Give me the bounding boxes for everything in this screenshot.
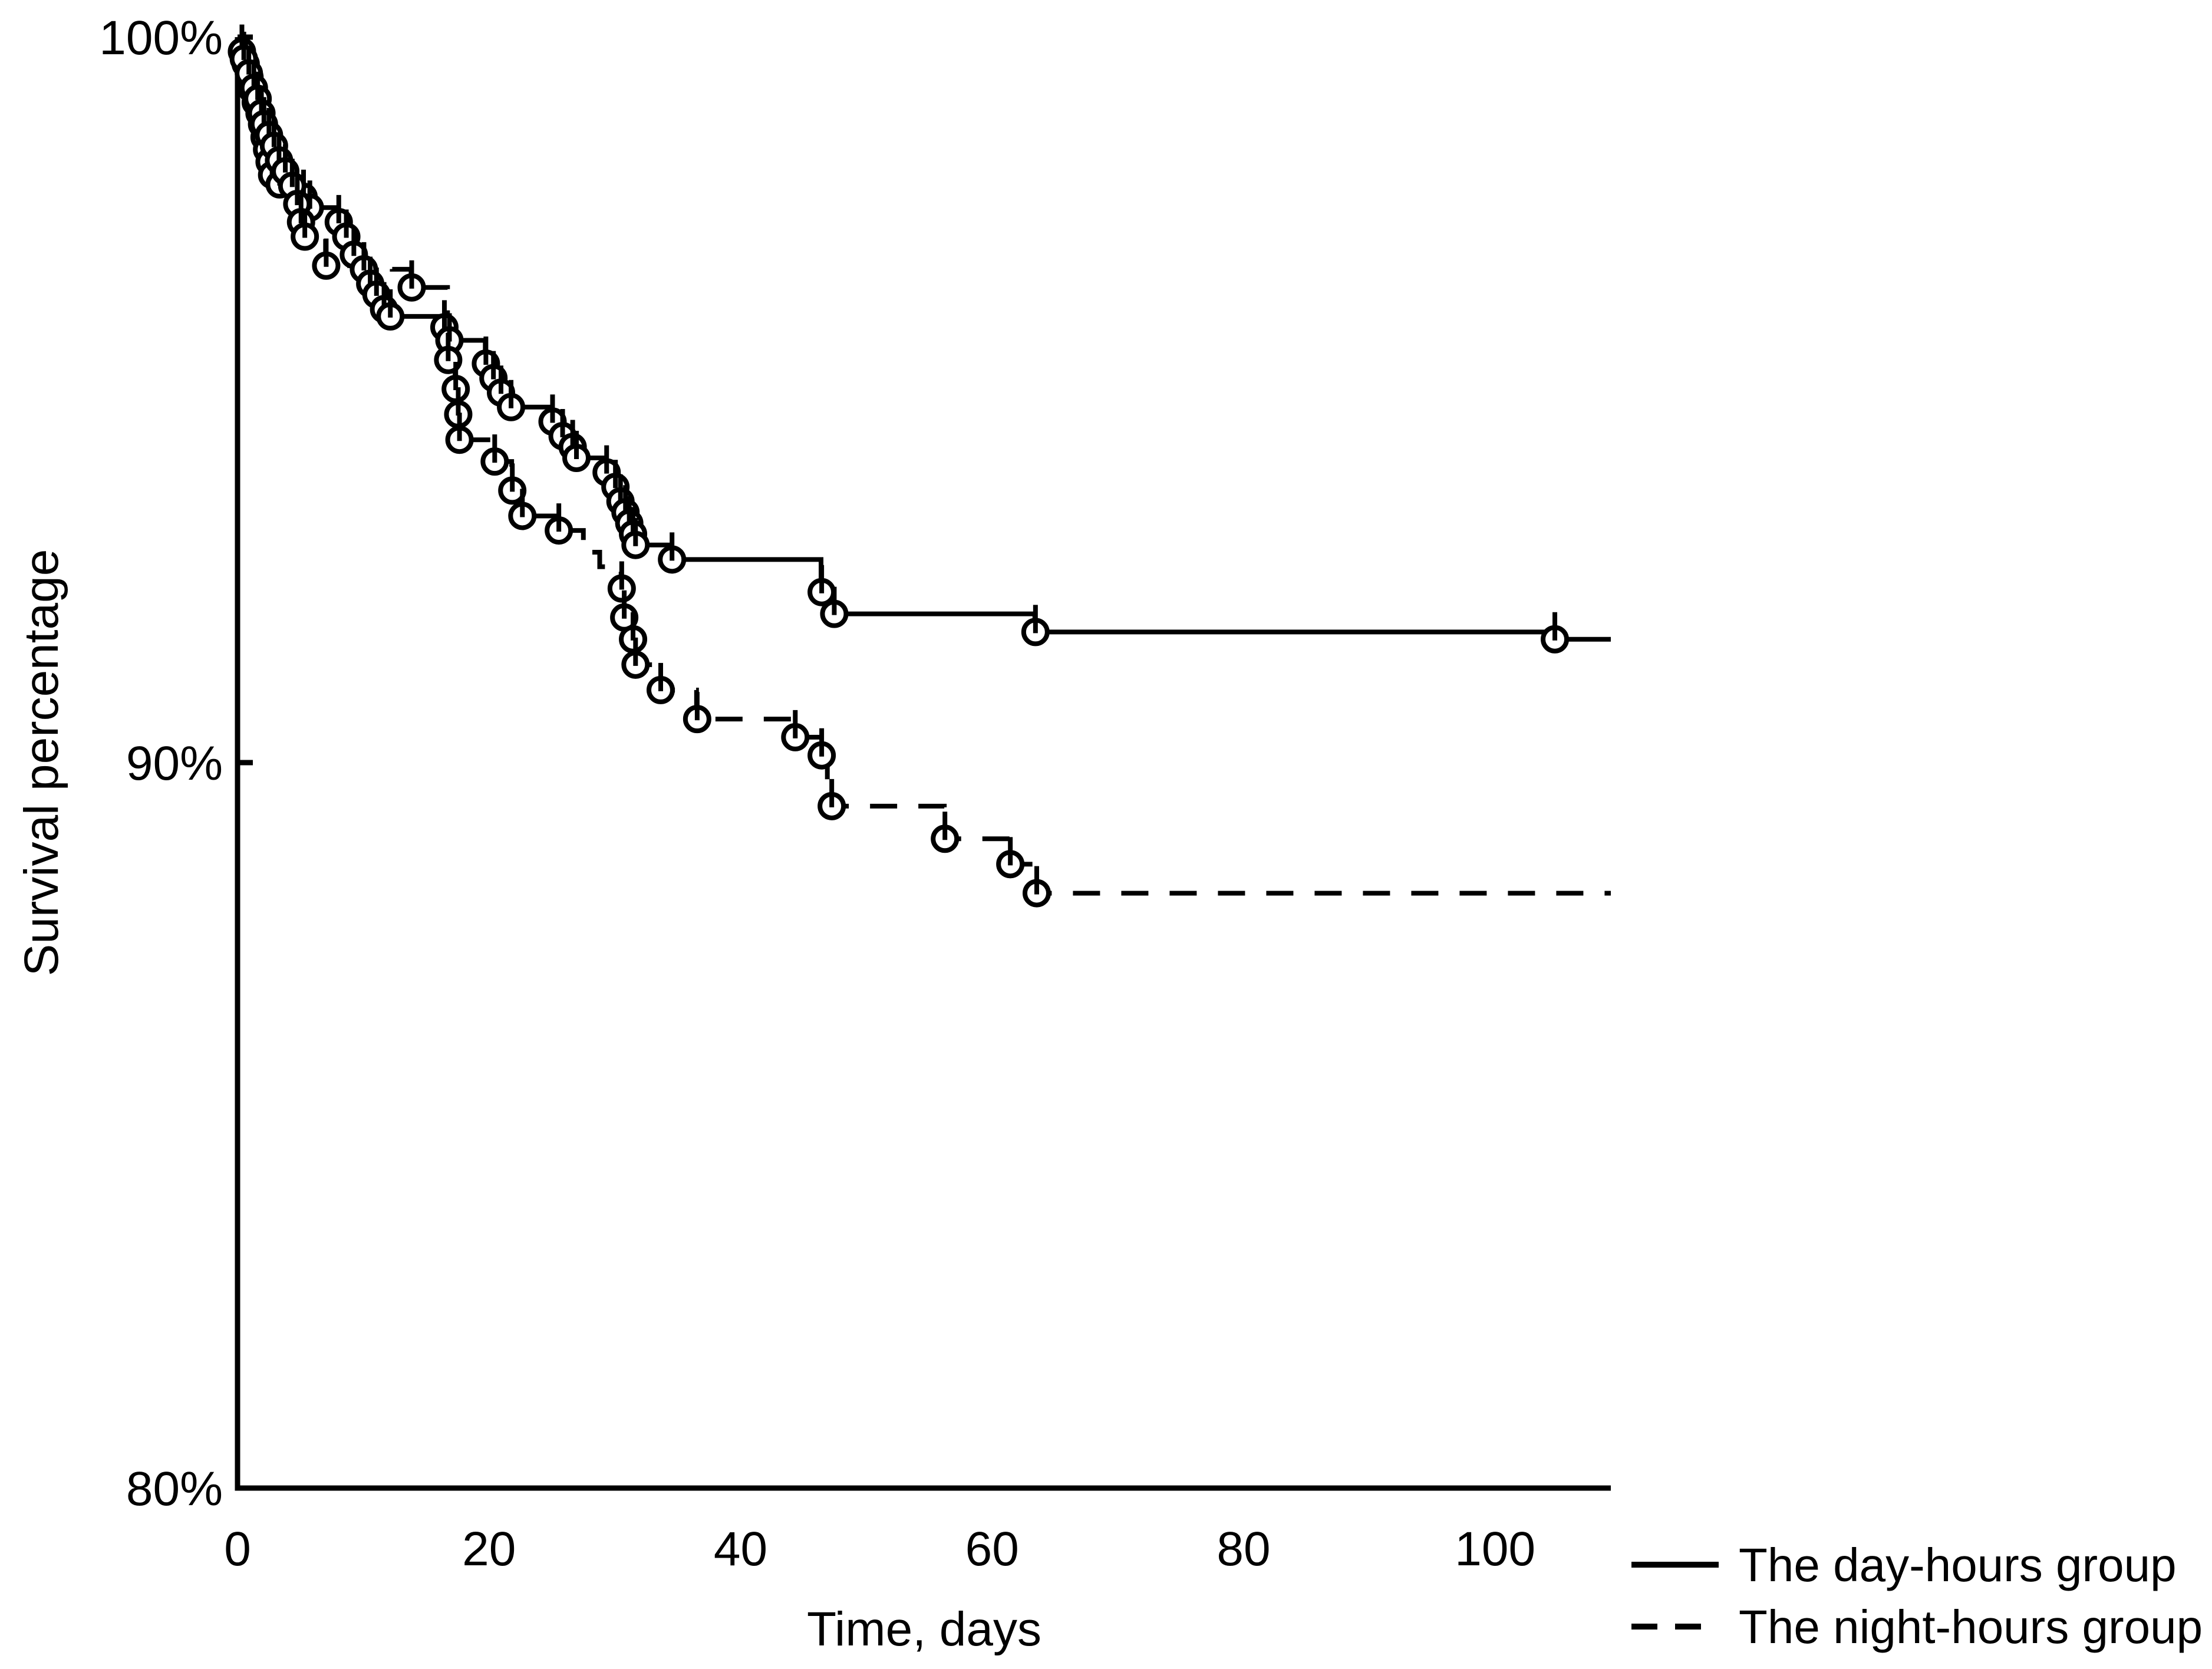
x-tick-label: 100 — [1455, 1522, 1535, 1576]
y-tick-label-100: 100% — [99, 11, 223, 65]
y-tick-label-90: 90% — [126, 737, 223, 790]
censor-marks — [228, 24, 1570, 908]
axes — [235, 34, 1611, 1491]
x-tick-label: 40 — [714, 1522, 767, 1576]
x-tick-labels: 0 20 40 60 80 100 — [224, 1522, 1535, 1576]
censor-marks-night-hours — [229, 31, 1051, 908]
legend-label-night-hours: The night-hours group — [1739, 1601, 2203, 1653]
censor-marks-day-hours — [228, 24, 1570, 654]
y-axis-title: Survival percentage — [15, 549, 68, 977]
legend-label-day-hours: The day-hours group — [1739, 1539, 2177, 1591]
y-tick-labels: 100% 90% 80% — [99, 11, 223, 1516]
survival-curve-night-hours — [238, 35, 1611, 896]
legend-item-night-hours: The night-hours group — [1631, 1601, 2203, 1653]
survival-curves — [238, 35, 1611, 896]
y-tick-label-80: 80% — [126, 1462, 223, 1516]
legend-item-day-hours: The day-hours group — [1631, 1539, 2177, 1591]
x-tick-label: 0 — [224, 1522, 251, 1576]
x-tick-label: 20 — [462, 1522, 516, 1576]
x-axis-title: Time, days — [807, 1602, 1041, 1656]
legend: The day-hours group The night-hours grou… — [1631, 1539, 2203, 1653]
x-tick-label: 80 — [1217, 1522, 1270, 1576]
x-tick-label: 60 — [965, 1522, 1019, 1576]
